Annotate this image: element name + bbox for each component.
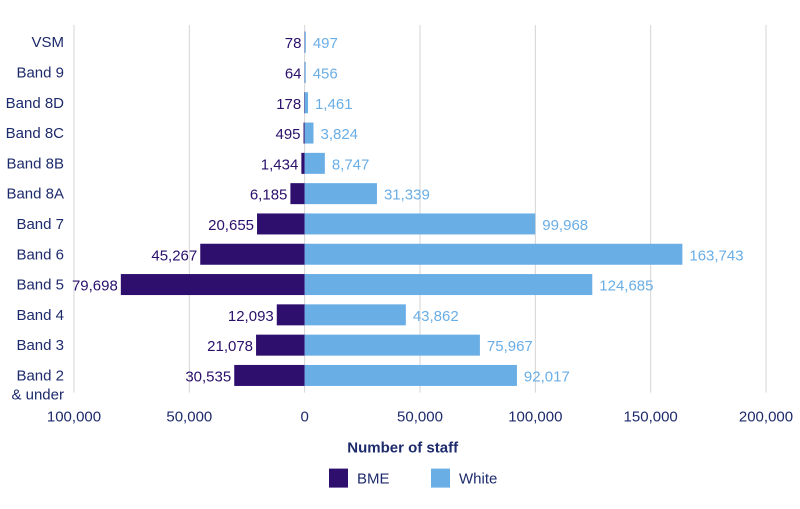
bme-value-label: 64 xyxy=(285,65,302,82)
bme-value-label: 178 xyxy=(276,96,301,113)
category-label: Band 8C xyxy=(6,125,65,142)
white-value-label: 1,461 xyxy=(315,96,353,113)
legend-label: White xyxy=(459,471,497,488)
category-label-line: & under xyxy=(11,386,64,403)
category-label-line: Band 2 xyxy=(16,367,64,384)
category-labels: VSM Band 9 Band 8D Band 8C Band 8B Band 8A Ban… xyxy=(6,34,65,403)
bme-value-label: 21,078 xyxy=(207,338,253,355)
category-label: Band 5 xyxy=(16,277,64,294)
x-tick-label: 50,000 xyxy=(397,409,443,426)
bme-value-label: 12,093 xyxy=(228,308,274,325)
legend-swatch xyxy=(431,468,450,488)
white-value-label: 163,743 xyxy=(689,247,743,264)
category-label: Band 9 xyxy=(16,64,64,81)
white-value-label: 497 xyxy=(313,35,338,52)
white-value-label: 31,339 xyxy=(384,187,430,204)
bme-value-label: 495 xyxy=(275,126,300,143)
x-axis-title: Number of staff xyxy=(347,440,459,457)
bme-value-label: 78 xyxy=(285,35,302,52)
x-tick-label: 200,000 xyxy=(739,409,793,426)
category-label: Band 3 xyxy=(16,337,64,354)
bme-value-label: 45,267 xyxy=(151,247,197,264)
bar-white xyxy=(304,243,683,265)
bar-white xyxy=(304,31,306,53)
bar-bme xyxy=(200,243,305,265)
bar-bme xyxy=(120,274,305,296)
legend-label: BME xyxy=(357,471,390,488)
x-tick-label: 100,000 xyxy=(508,409,562,426)
bme-value-label: 1,434 xyxy=(261,156,299,173)
gridlines xyxy=(73,25,767,393)
bar-white xyxy=(304,213,536,235)
x-axis-ticks: 100,000 50,000 0 50,000 100,000 150,000 200,00… xyxy=(47,409,793,426)
x-tick-label: 100,000 xyxy=(47,409,101,426)
category-label: Band 4 xyxy=(16,307,64,324)
category-label: Band 8B xyxy=(6,155,64,172)
bar-white xyxy=(304,61,306,83)
white-value-label: 99,968 xyxy=(542,217,588,234)
white-value-label: 75,967 xyxy=(487,338,533,355)
bar-white xyxy=(304,274,593,296)
legend: BME White xyxy=(329,468,497,488)
bme-value-label: 30,535 xyxy=(185,368,231,385)
bar-bme xyxy=(234,364,305,386)
bar-white xyxy=(304,183,377,205)
white-value-label: 3,824 xyxy=(320,126,358,143)
bar-bme xyxy=(303,122,305,144)
x-tick-label: 0 xyxy=(300,409,308,426)
white-value-label: 124,685 xyxy=(599,278,653,295)
bars xyxy=(120,31,683,386)
bar-bme xyxy=(257,213,305,235)
category-label: VSM xyxy=(31,34,64,51)
legend-swatch xyxy=(329,468,348,488)
category-label: Band 6 xyxy=(16,246,64,263)
x-tick-label: 150,000 xyxy=(624,409,678,426)
bme-value-label: 79,698 xyxy=(72,278,118,295)
category-label: Band 8D xyxy=(6,95,65,112)
category-label: Band 8A xyxy=(6,186,64,203)
bar-white xyxy=(304,304,406,326)
bar-white xyxy=(304,364,517,386)
bme-value-label: 20,655 xyxy=(208,217,254,234)
bar-white xyxy=(304,334,480,356)
bar-white xyxy=(304,122,314,144)
bar-bme xyxy=(276,304,305,326)
white-value-label: 8,747 xyxy=(332,156,370,173)
white-value-label: 456 xyxy=(313,65,338,82)
category-label: Band 2 & under xyxy=(11,367,64,403)
bar-white xyxy=(304,92,309,114)
bar-bme xyxy=(290,183,305,205)
value-labels: 78 497 64 456 178 1,461 495 3,824 1,434 8,747 6,18… xyxy=(72,35,744,385)
bar-bme xyxy=(256,334,305,356)
bar-white xyxy=(304,152,325,174)
bar-bme xyxy=(301,152,305,174)
bme-value-label: 6,185 xyxy=(250,187,288,204)
category-label: Band 7 xyxy=(16,216,64,233)
x-tick-label: 50,000 xyxy=(166,409,212,426)
white-value-label: 43,862 xyxy=(413,308,459,325)
white-value-label: 92,017 xyxy=(524,368,570,385)
